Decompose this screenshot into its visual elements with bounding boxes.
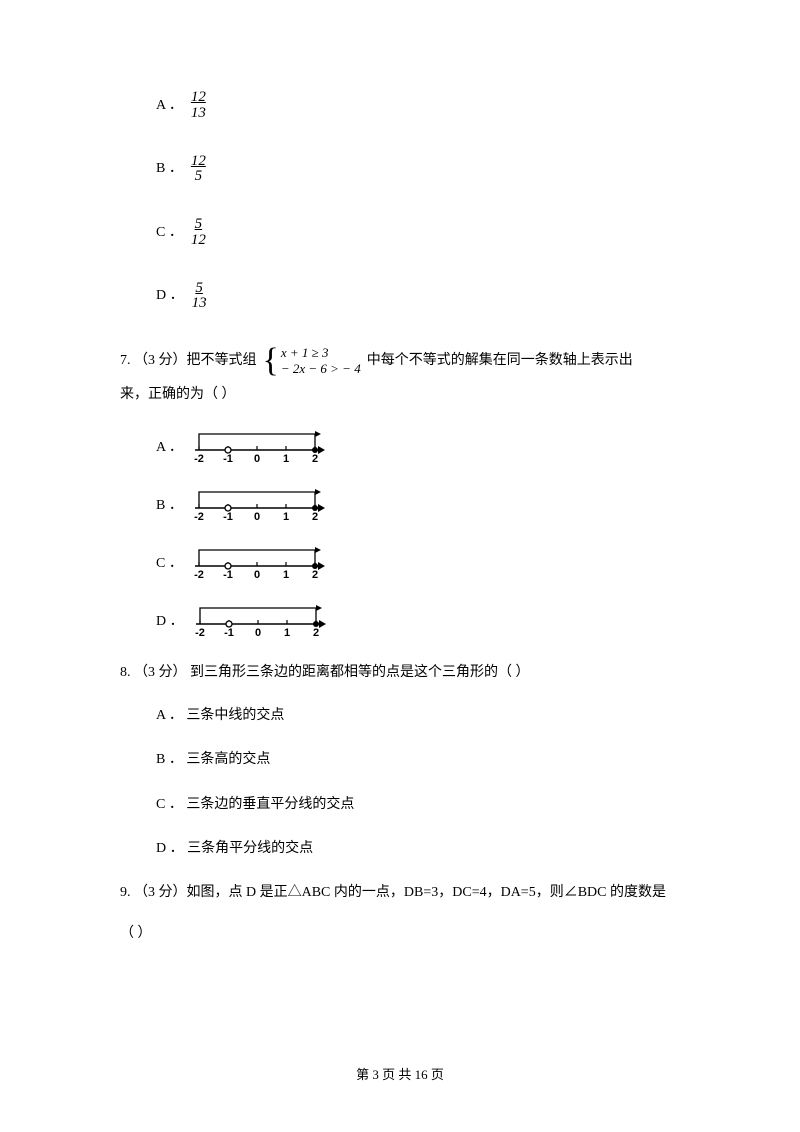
q6-option-d: D ． 5 13 bbox=[156, 281, 680, 313]
option-label: A ． bbox=[156, 95, 183, 117]
svg-text:1: 1 bbox=[283, 453, 289, 465]
q8-option-d: D ． 三条角平分线的交点 bbox=[156, 838, 680, 860]
svg-text:-1: -1 bbox=[223, 453, 233, 465]
fraction-numerator: 12 bbox=[191, 90, 206, 106]
option-label: B ． bbox=[156, 752, 183, 767]
fraction: 12 5 bbox=[191, 154, 206, 186]
svg-text:0: 0 bbox=[255, 627, 261, 639]
number-line: -2 -1 0 1 2 bbox=[191, 546, 327, 582]
footer-total: 16 bbox=[415, 1067, 428, 1082]
option-label: A ． bbox=[156, 708, 183, 723]
footer-middle: 页 共 bbox=[382, 1067, 415, 1082]
q9-paren: （ ） bbox=[120, 923, 680, 945]
q7-stem-after: 中每个不等式的解集在同一条数轴上表示出 bbox=[367, 350, 633, 372]
option-label: D ． bbox=[156, 285, 184, 307]
left-brace-icon: { bbox=[263, 344, 279, 378]
option-label: D ． bbox=[156, 611, 184, 633]
q8-option-a: A ． 三条中线的交点 bbox=[156, 705, 680, 727]
svg-text:-2: -2 bbox=[195, 627, 205, 639]
option-label: B ． bbox=[156, 158, 183, 180]
q6-option-a: A ． 12 13 bbox=[156, 90, 680, 122]
option-label: C ． bbox=[156, 222, 183, 244]
fraction: 12 13 bbox=[191, 90, 206, 122]
q6-option-b: B ． 12 5 bbox=[156, 154, 680, 186]
q8-option-b: B ． 三条高的交点 bbox=[156, 749, 680, 771]
q7-options: A ． -2 -1 0 1 2 B ． -2 -1 0 1 2 C ． -2 -1 0 1 2 D ． -2 -1 0 1 2 bbox=[120, 430, 680, 640]
svg-text:2: 2 bbox=[313, 627, 319, 639]
q7-option-a: A ． -2 -1 0 1 2 bbox=[156, 430, 680, 466]
fraction-denominator: 5 bbox=[195, 169, 203, 185]
svg-text:-2: -2 bbox=[194, 453, 204, 465]
svg-text:0: 0 bbox=[254, 569, 260, 581]
fraction: 5 13 bbox=[192, 281, 207, 313]
svg-text:0: 0 bbox=[254, 453, 260, 465]
footer-suffix: 页 bbox=[431, 1067, 444, 1082]
page-footer: 第 3 页 共 16 页 bbox=[0, 1065, 800, 1086]
number-line: -2 -1 0 1 2 bbox=[191, 430, 327, 466]
q7-stem: 7. （3 分）把不等式组 { x + 1 ≥ 3 − 2x − 6 > − 4… bbox=[120, 344, 680, 378]
svg-text:1: 1 bbox=[284, 627, 290, 639]
svg-text:0: 0 bbox=[254, 511, 260, 523]
inequality-system: { x + 1 ≥ 3 − 2x − 6 > − 4 bbox=[263, 344, 361, 378]
svg-text:-2: -2 bbox=[194, 511, 204, 523]
option-label: C ． bbox=[156, 797, 183, 812]
svg-text:2: 2 bbox=[312, 453, 318, 465]
q8-option-c: C ． 三条边的垂直平分线的交点 bbox=[156, 794, 680, 816]
fraction-denominator: 13 bbox=[191, 106, 206, 122]
q7-stem-before: 7. （3 分）把不等式组 bbox=[120, 350, 257, 372]
fraction-denominator: 13 bbox=[192, 296, 207, 312]
svg-text:2: 2 bbox=[312, 569, 318, 581]
svg-text:-1: -1 bbox=[224, 627, 234, 639]
option-label: B ． bbox=[156, 495, 183, 517]
q8-stem: 8. （3 分） 到三角形三条边的距离都相等的点是这个三角形的（ ） bbox=[120, 662, 680, 684]
number-line: -2 -1 0 1 2 bbox=[192, 604, 328, 640]
svg-text:-1: -1 bbox=[223, 511, 233, 523]
q6-options: A ． 12 13 B ． 12 5 C ． 5 12 D ． 5 13 bbox=[120, 90, 680, 312]
option-text: 三条高的交点 bbox=[186, 752, 270, 767]
option-label: C ． bbox=[156, 553, 183, 575]
q7-option-d: D ． -2 -1 0 1 2 bbox=[156, 604, 680, 640]
fraction: 5 12 bbox=[191, 217, 206, 249]
equation-1: x + 1 ≥ 3 bbox=[281, 345, 361, 361]
svg-text:-2: -2 bbox=[194, 569, 204, 581]
q7-stem-line2: 来，正确的为（ ） bbox=[120, 384, 680, 406]
option-text: 三条边的垂直平分线的交点 bbox=[186, 797, 354, 812]
q7-option-b: B ． -2 -1 0 1 2 bbox=[156, 488, 680, 524]
svg-text:-1: -1 bbox=[223, 569, 233, 581]
fraction-numerator: 5 bbox=[195, 217, 203, 233]
number-line: -2 -1 0 1 2 bbox=[191, 488, 327, 524]
option-label: D ． bbox=[156, 841, 184, 856]
svg-text:1: 1 bbox=[283, 569, 289, 581]
option-text: 三条角平分线的交点 bbox=[187, 841, 313, 856]
q9-stem: 9. （3 分）如图，点 D 是正△ABC 内的一点，DB=3，DC=4，DA=… bbox=[120, 882, 680, 904]
equations: x + 1 ≥ 3 − 2x − 6 > − 4 bbox=[281, 345, 361, 376]
svg-text:2: 2 bbox=[312, 511, 318, 523]
option-label: A ． bbox=[156, 437, 183, 459]
fraction-numerator: 5 bbox=[195, 281, 203, 297]
fraction-denominator: 12 bbox=[191, 233, 206, 249]
footer-prefix: 第 bbox=[356, 1067, 372, 1082]
q7-option-c: C ． -2 -1 0 1 2 bbox=[156, 546, 680, 582]
equation-2: − 2x − 6 > − 4 bbox=[281, 361, 361, 377]
fraction-numerator: 12 bbox=[191, 154, 206, 170]
svg-text:1: 1 bbox=[283, 511, 289, 523]
q6-option-c: C ． 5 12 bbox=[156, 217, 680, 249]
option-text: 三条中线的交点 bbox=[186, 708, 284, 723]
footer-page: 3 bbox=[372, 1067, 379, 1082]
